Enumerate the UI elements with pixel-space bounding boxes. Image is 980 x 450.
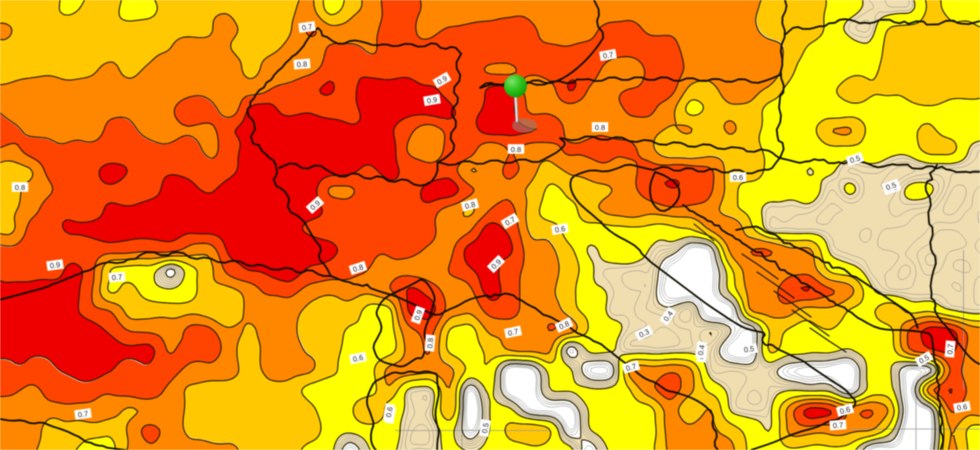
svg-text:0.7: 0.7 bbox=[301, 22, 313, 32]
svg-text:0.8: 0.8 bbox=[296, 59, 307, 69]
svg-text:0.5: 0.5 bbox=[849, 153, 862, 165]
svg-text:0.8: 0.8 bbox=[464, 200, 476, 211]
svg-text:0.6: 0.6 bbox=[554, 224, 566, 235]
svg-text:0.5: 0.5 bbox=[917, 353, 931, 366]
svg-text:0.4: 0.4 bbox=[696, 344, 707, 356]
svg-text:0.5: 0.5 bbox=[885, 180, 898, 192]
svg-text:0.6: 0.6 bbox=[956, 402, 968, 413]
svg-text:0.6: 0.6 bbox=[839, 405, 851, 416]
svg-text:0.9: 0.9 bbox=[49, 260, 61, 270]
svg-text:0.7: 0.7 bbox=[602, 50, 614, 61]
svg-text:0.7: 0.7 bbox=[507, 327, 519, 338]
svg-text:0.8: 0.8 bbox=[425, 337, 435, 348]
svg-text:0.3: 0.3 bbox=[637, 327, 650, 340]
svg-text:0.8: 0.8 bbox=[15, 183, 25, 192]
svg-text:0.7: 0.7 bbox=[111, 272, 122, 282]
svg-text:0.9: 0.9 bbox=[412, 309, 424, 322]
svg-text:0.7: 0.7 bbox=[625, 362, 637, 373]
svg-text:0.8: 0.8 bbox=[595, 123, 605, 132]
svg-text:0.6: 0.6 bbox=[733, 173, 743, 182]
svg-text:0.8: 0.8 bbox=[511, 145, 521, 154]
svg-text:0.9: 0.9 bbox=[426, 95, 438, 106]
svg-text:0.6: 0.6 bbox=[384, 406, 395, 418]
svg-text:0.8: 0.8 bbox=[557, 319, 570, 332]
svg-text:0.7: 0.7 bbox=[832, 420, 843, 430]
svg-text:0.5: 0.5 bbox=[743, 344, 755, 354]
svg-text:0.7: 0.7 bbox=[503, 215, 517, 228]
svg-text:0.7: 0.7 bbox=[77, 409, 89, 419]
svg-text:0.9: 0.9 bbox=[435, 74, 449, 87]
svg-text:0.8: 0.8 bbox=[352, 262, 365, 274]
svg-text:0.5: 0.5 bbox=[480, 422, 491, 434]
svg-text:0.7: 0.7 bbox=[945, 343, 955, 354]
svg-text:0.6: 0.6 bbox=[352, 353, 364, 364]
